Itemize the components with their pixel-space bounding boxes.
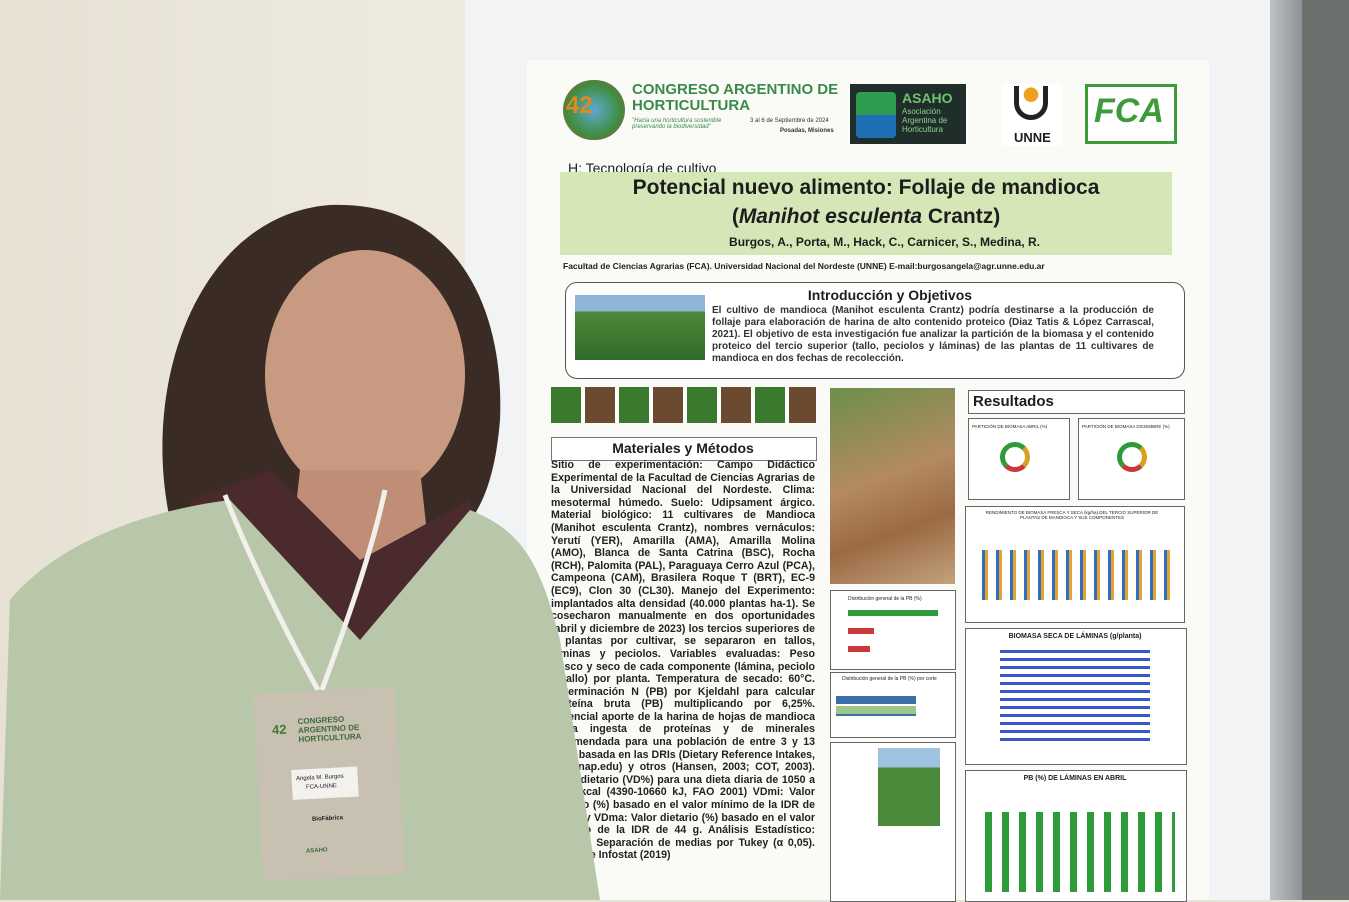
pb-bar-red [848,628,874,634]
pb-april-chart-title: PB (%) DE LÁMINAS EN ABRIL [1023,775,1127,782]
intro-heading: Introducción y Objetivos [807,287,973,303]
methods-text: Sitio de experimentación: Campo Didáctic… [551,459,815,862]
unne: UNNE [1014,130,1051,145]
intro-text: El cultivo de mandioca (Manihot esculent… [712,305,1154,364]
results-heading-box [968,390,1185,414]
pb-cut-chart-title: Distribución general de la PB (%) por co… [842,676,937,682]
photo-strip [551,387,816,423]
april-chart-title: PARTICIÓN DE BIOMASA ABRIL (%) [972,424,1048,429]
results-heading: Resultados [973,393,1054,410]
december-donut [1117,442,1147,472]
badge-sponsor: ASAHO [305,847,328,855]
badge-name-field [291,766,359,800]
pb-april-bars [985,812,1175,892]
affiliation: Facultad de Ciencias Agrarias (FCA). Uni… [563,261,1045,271]
december-chart-title: PARTICIÓN DE BIOMASA DICIEMBRE (%) [1082,424,1170,429]
badge-edition: 42 [271,721,287,738]
methods-heading-box [551,437,817,461]
flour-photo [830,388,955,584]
yield-bars [982,550,1172,600]
lanyard [222,489,388,692]
title-authority: Crantz) [922,205,1001,228]
room [1302,0,1349,900]
unne-mark [1014,86,1048,120]
authors: Burgos, A., Porta, M., Hack, C., Carnice… [729,235,1040,249]
yield-chart-title: RENDIMIENTO DE BIOMASA FRESCA Y SECA (kg… [985,510,1159,520]
metal-frame [1270,0,1302,900]
fca-logo [1085,84,1177,144]
dry-chart-title: BIOMASA SECA DE LÁMINAS (g/planta) [1008,633,1142,640]
slogan: "Hacia una horticultura sostenible prese… [632,118,722,130]
field-photo [878,748,940,826]
badge-congress: CONGRESO ARGENTINO DE HORTICULTURA [297,714,362,745]
title-species: Manihot esculenta [738,205,923,228]
pb-chart-title: Distribución general de la PB (%) [848,596,922,602]
congress-logo [563,80,625,140]
asaho-full: Asociación Argentina de Horticultura [902,107,948,134]
dates: 3 al 6 de Septiembre de 2024 [750,118,829,124]
pb-cut-bars [836,696,916,716]
pb-chart [830,590,956,670]
asaho: ASAHO [902,90,953,106]
dry-bars [1000,650,1150,745]
title-band [560,172,1172,255]
title-line-2: (Manihot esculenta Crantz) [560,205,1172,229]
title-open: ( [731,205,739,228]
intro-photo [575,295,705,360]
place: Posadas, Misiones [780,128,834,134]
methods-heading: Materiales y Métodos [612,440,754,456]
face [265,250,465,500]
april-donut [1000,442,1030,472]
fca: FCA [1094,92,1164,130]
pb-bar-red [848,646,870,652]
edition: 42 [566,92,593,119]
asaho-waves [856,92,896,138]
title-line-1: Potencial nuevo alimento: Follaje de man… [632,176,1100,199]
pb-bar-green [848,610,938,616]
congress-name: CONGRESO ARGENTINO DE HORTICULTURA [632,81,839,114]
